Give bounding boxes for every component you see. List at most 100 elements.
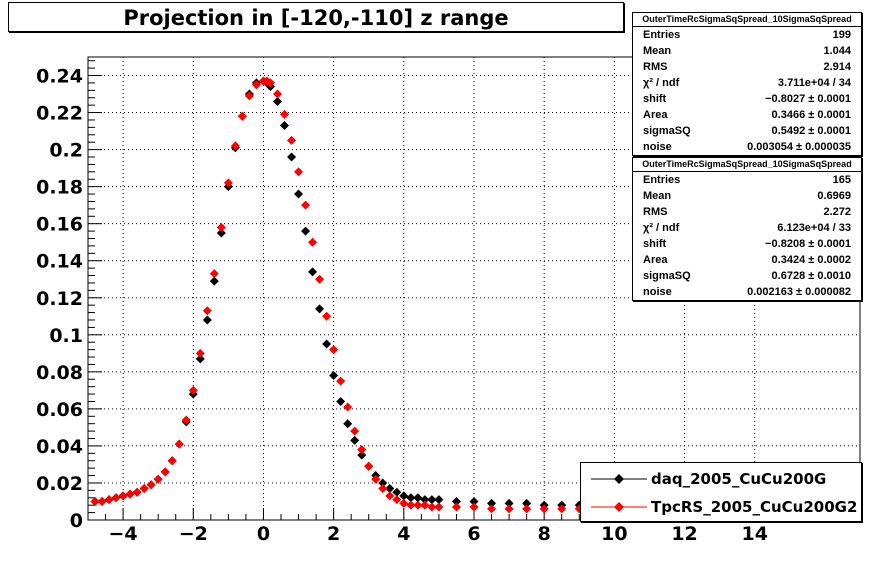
stat-value: 0.3466 ± 0.0001: [771, 109, 851, 121]
data-point: [522, 498, 532, 508]
data-point: [287, 135, 297, 145]
legend-label: daq_2005_CuCu200G: [651, 470, 827, 488]
stat-label: Area: [643, 109, 668, 121]
stat-value: 0.5492 ± 0.0001: [771, 125, 851, 137]
data-point: [97, 496, 107, 506]
stat-value: −0.8027 ± 0.0001: [765, 93, 851, 105]
data-point: [413, 500, 423, 510]
stat-row: Area 0.3424 ± 0.0002: [633, 252, 861, 268]
data-point: [385, 484, 395, 494]
data-point: [308, 237, 318, 247]
stat-label: shift: [643, 93, 667, 105]
series-1: [90, 76, 602, 510]
y-tick-label: 0.1: [49, 325, 83, 347]
data-point: [146, 480, 156, 490]
stat-value: 0.002163 ± 0.000082: [747, 286, 851, 298]
stat-row: χ² / ndf 6.123e+04 / 33: [633, 220, 861, 236]
stat-value: 0.6728 ± 0.0010: [771, 270, 851, 282]
data-point: [357, 450, 367, 460]
data-point: [329, 371, 339, 381]
data-point: [350, 435, 360, 445]
stat-value: 0.3424 ± 0.0002: [771, 254, 851, 266]
data-point: [336, 376, 346, 386]
grid: [88, 57, 860, 520]
data-point: [343, 419, 353, 429]
data-point: [322, 311, 332, 321]
stat-row: RMS 2.272: [633, 204, 861, 220]
data-point: [413, 493, 423, 503]
data-point: [280, 109, 290, 119]
y-tick-label: 0.06: [36, 399, 83, 421]
stat-row: Entries 199: [633, 27, 861, 43]
data-point: [160, 467, 170, 477]
data-point: [322, 339, 332, 349]
stat-value: 2.272: [823, 206, 851, 218]
stat-row: RMS 2.914: [633, 59, 861, 75]
data-point: [399, 498, 409, 508]
data-point: [125, 489, 135, 499]
data-point: [504, 498, 514, 508]
stat-label: RMS: [643, 61, 668, 73]
stat-row: shift −0.8208 ± 0.0001: [633, 236, 861, 252]
data-point: [223, 178, 233, 188]
data-point: [202, 315, 212, 325]
stat-label: noise: [643, 141, 672, 153]
y-tick-label: 0.16: [36, 214, 83, 236]
stat-label: Entries: [643, 174, 681, 186]
data-point: [294, 189, 304, 199]
data-point: [487, 498, 497, 508]
stat-value: 199: [832, 29, 851, 41]
data-point: [209, 269, 219, 279]
data-point: [487, 504, 497, 514]
data-point: [153, 474, 163, 484]
data-point: [378, 478, 388, 488]
stat-row: Mean 1.044: [633, 43, 861, 59]
data-point: [209, 276, 219, 286]
stat-label: Mean: [643, 190, 672, 202]
data-point: [301, 200, 311, 210]
stat-value: 3.711e+04 / 34: [777, 77, 851, 89]
data-point: [469, 502, 479, 512]
stat-row: Entries 165: [633, 172, 861, 188]
legend-label: TpcRS_2005_CuCu200G2: [651, 498, 858, 516]
data-point: [357, 445, 367, 455]
data-point: [111, 493, 121, 503]
stat-box-title: OuterTimeRcSigmaSqSpread_10SigmaSqSpread: [633, 158, 861, 172]
data-point: [139, 484, 149, 494]
data-point: [251, 80, 261, 90]
stat-value: 165: [832, 174, 851, 186]
stat-value: −0.8208 ± 0.0001: [765, 238, 851, 250]
stat-row: noise 0.003054 ± 0.000035: [633, 139, 861, 155]
stat-row: sigmaSQ 0.6728 ± 0.0010: [633, 268, 861, 284]
data-point: [378, 484, 388, 494]
stat-row: Mean 0.6969: [633, 188, 861, 204]
data-point: [350, 426, 360, 436]
data-point: [427, 502, 437, 512]
data-point: [399, 491, 409, 501]
stat-value: 6.123e+04 / 33: [777, 222, 851, 234]
stat-value: 0.6969: [817, 190, 851, 202]
x-tick-label: 10: [601, 523, 627, 545]
data-point: [371, 474, 381, 484]
stat-row: Area 0.3466 ± 0.0001: [633, 107, 861, 123]
data-point: [315, 274, 325, 284]
y-tick-label: 0: [70, 510, 83, 532]
y-tick-label: 0.08: [36, 362, 83, 384]
data-point: [230, 141, 240, 151]
data-point: [280, 121, 290, 131]
stat-row: χ² / ndf 3.711e+04 / 34: [633, 75, 861, 91]
data-point: [301, 226, 311, 236]
data-point: [174, 439, 184, 449]
data-point: [434, 502, 444, 512]
data-point: [336, 396, 346, 406]
data-point: [195, 348, 205, 358]
data-point: [504, 504, 514, 514]
data-point: [104, 495, 114, 505]
data-point: [287, 152, 297, 162]
y-tick-label: 0.14: [36, 251, 83, 273]
data-series: [90, 76, 602, 514]
data-point: [90, 496, 100, 506]
data-point: [539, 504, 549, 514]
y-tick-label: 0.2: [49, 140, 83, 162]
x-tick-label: 14: [742, 523, 768, 545]
